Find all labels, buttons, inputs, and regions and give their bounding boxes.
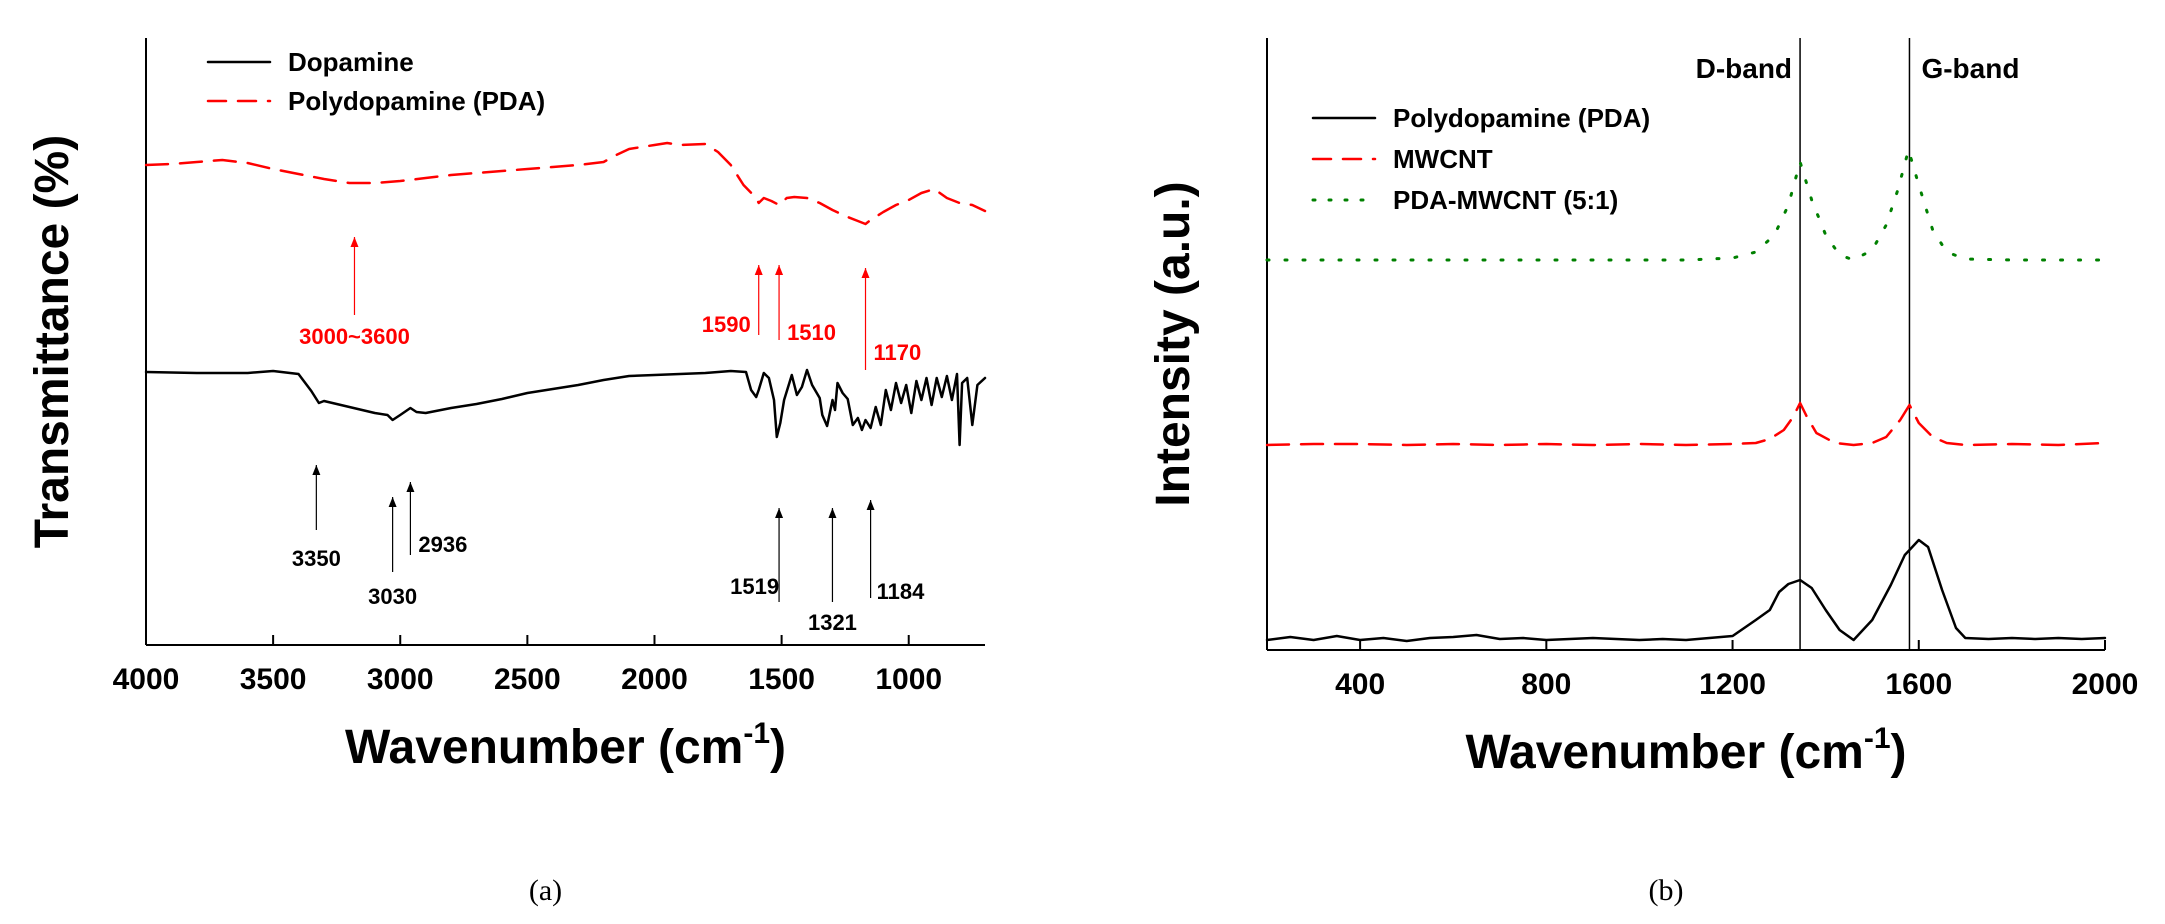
legend-label-polydopamine-pda: Polydopamine (PDA)	[288, 86, 545, 116]
peak-arrowhead	[775, 508, 784, 518]
peak-arrowhead	[406, 482, 415, 492]
x-tick-label: 3000	[367, 663, 434, 696]
pda-arrowhead	[350, 237, 359, 247]
x-tick-label: 1000	[875, 663, 942, 696]
pda-arrowhead	[754, 265, 763, 275]
g-band-label: G-band	[1921, 53, 2019, 84]
panel-a-ftir-chart: 4000 3500 3000 2500 2000 1500 1000 Wavenumber (…	[26, 38, 987, 907]
x-tick-label: 2500	[494, 663, 561, 696]
legend-label-polydopamine-pda: Polydopamine (PDA)	[1393, 103, 1650, 133]
x-tick-label: 800	[1521, 668, 1571, 701]
y-axis-title: Intensity (a.u.)	[1147, 181, 1200, 506]
x-axis-title: Wavenumber (cm-1)	[1466, 722, 1907, 779]
x-axis-title: Wavenumber (cm-1)	[345, 717, 786, 774]
series-line-mwcnt	[1265, 401, 2107, 447]
panel-caption: (a)	[529, 874, 562, 907]
series-line-polydopamine-pda	[144, 141, 987, 226]
d-band-label: D-band	[1696, 53, 1792, 84]
peak-arrowhead	[312, 465, 321, 475]
peak-label: 1184	[877, 579, 925, 604]
series-line-polydopamine-pda	[1265, 538, 2107, 643]
panel-b-raman-chart: 400 800 1200 1600 2000 Wavenumber (cm-1) Inten…	[1147, 38, 2138, 907]
pda-peak-label: 3000~3600	[299, 324, 410, 349]
legend-label-mwcnt: MWCNT	[1393, 144, 1493, 174]
x-tick-label: 1600	[1885, 668, 1952, 701]
peak-label: 1321	[808, 610, 857, 635]
x-tick-label: 2000	[2072, 668, 2139, 701]
x-tick-label: 400	[1335, 668, 1385, 701]
legend-label-pda-mwcnt-5-1: PDA-MWCNT (5:1)	[1393, 185, 1618, 215]
x-tick-label: 1200	[1699, 668, 1766, 701]
pda-peak-label: 1170	[874, 340, 922, 365]
x-tick-label: 1500	[748, 663, 815, 696]
x-tick-label: 3500	[240, 663, 307, 696]
y-axis-title: Transmittance (%)	[26, 135, 79, 548]
peak-arrowhead	[866, 500, 875, 510]
peak-label: 2936	[418, 532, 467, 557]
legend-label-dopamine: Dopamine	[288, 47, 414, 77]
series-line-pda-mwcnt-5-1	[1265, 148, 2107, 262]
pda-peak-label: 1510	[787, 320, 836, 345]
peak-arrowhead	[388, 497, 397, 507]
panel-caption: (b)	[1649, 874, 1684, 907]
pda-arrowhead	[775, 265, 784, 275]
peak-label: 3350	[292, 546, 341, 571]
series-line-dopamine	[144, 368, 987, 447]
x-tick-label: 4000	[113, 663, 180, 696]
peak-label: 1519	[730, 574, 779, 599]
peak-arrowhead	[828, 508, 837, 518]
pda-arrowhead	[861, 268, 870, 278]
peak-label: 3030	[368, 584, 417, 609]
pda-peak-label: 1590	[702, 312, 751, 337]
x-tick-label: 2000	[621, 663, 688, 696]
